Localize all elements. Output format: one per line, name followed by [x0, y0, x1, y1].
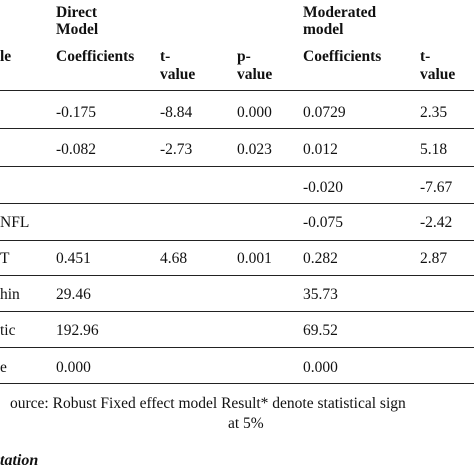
cell-moderated-coef: 0.012: [303, 141, 338, 158]
header-moderated-t: t-: [420, 48, 431, 65]
cell-moderated-coef: 69.52: [303, 322, 338, 339]
cell-moderated-t: 5.18: [420, 141, 448, 158]
cell-moderated-coef: -0.075: [303, 214, 344, 231]
header-direct-p: p-: [237, 48, 251, 65]
cell-moderated-coef: 0.0729: [303, 104, 346, 121]
cell-variable-label: e: [0, 359, 7, 376]
cell-direct-p: 0.001: [237, 250, 272, 267]
cell-variable-label: NFL: [0, 214, 30, 231]
row-divider: [0, 128, 474, 129]
header-direct-t: t-: [160, 48, 171, 65]
cell-moderated-coef: 35.73: [303, 286, 338, 303]
cell-direct-p: 0.023: [237, 141, 272, 158]
row-divider: [0, 383, 474, 384]
cell-variable-label: tic: [0, 322, 16, 339]
table-source-note-cont: at 5%: [228, 415, 264, 432]
row-divider: [0, 347, 474, 348]
cell-direct-t: -2.73: [160, 141, 193, 158]
cell-direct-coef: 29.46: [56, 286, 91, 303]
cell-direct-t: 4.68: [160, 250, 188, 267]
header-moderated-model-line1: Moderated: [303, 4, 377, 21]
header-variable-fragment: le: [0, 48, 12, 65]
row-divider: [0, 90, 474, 91]
header-direct-model-line2: Model: [56, 21, 99, 38]
cell-direct-coef: -0.175: [56, 104, 97, 121]
row-divider: [0, 275, 474, 276]
cell-moderated-t: -7.67: [420, 179, 453, 196]
cell-direct-coef: 0.000: [56, 359, 91, 376]
header-direct-p-value: value: [237, 66, 273, 83]
section-heading: tation: [0, 452, 39, 469]
cell-moderated-t: 2.87: [420, 250, 448, 267]
row-divider: [0, 311, 474, 312]
cell-direct-coef: 192.96: [56, 322, 99, 339]
cell-variable-label: T: [0, 250, 10, 267]
cell-direct-p: 0.000: [237, 104, 272, 121]
cell-direct-t: -8.84: [160, 104, 193, 121]
cell-moderated-coef: -0.020: [303, 179, 344, 196]
header-moderated-model-line2: model: [303, 21, 344, 38]
cell-direct-coef: -0.082: [56, 141, 97, 158]
cell-moderated-coef: 0.282: [303, 250, 338, 267]
cell-moderated-coef: 0.000: [303, 359, 338, 376]
table-source-note: ource: Robust Fixed effect model Result*…: [10, 395, 406, 412]
header-direct-t-value: value: [160, 66, 196, 83]
header-moderated-coefficients: Coefficients: [303, 48, 382, 65]
row-divider: [0, 203, 474, 204]
header-moderated-t-value: value: [420, 66, 456, 83]
header-direct-coefficients: Coefficients: [56, 48, 135, 65]
cell-moderated-t: -2.42: [420, 214, 453, 231]
row-divider: [0, 166, 474, 167]
cell-direct-coef: 0.451: [56, 250, 91, 267]
row-divider: [0, 240, 474, 241]
header-direct-model-line1: Direct: [56, 4, 98, 21]
cell-variable-label: hin: [0, 286, 20, 303]
cell-moderated-t: 2.35: [420, 104, 448, 121]
